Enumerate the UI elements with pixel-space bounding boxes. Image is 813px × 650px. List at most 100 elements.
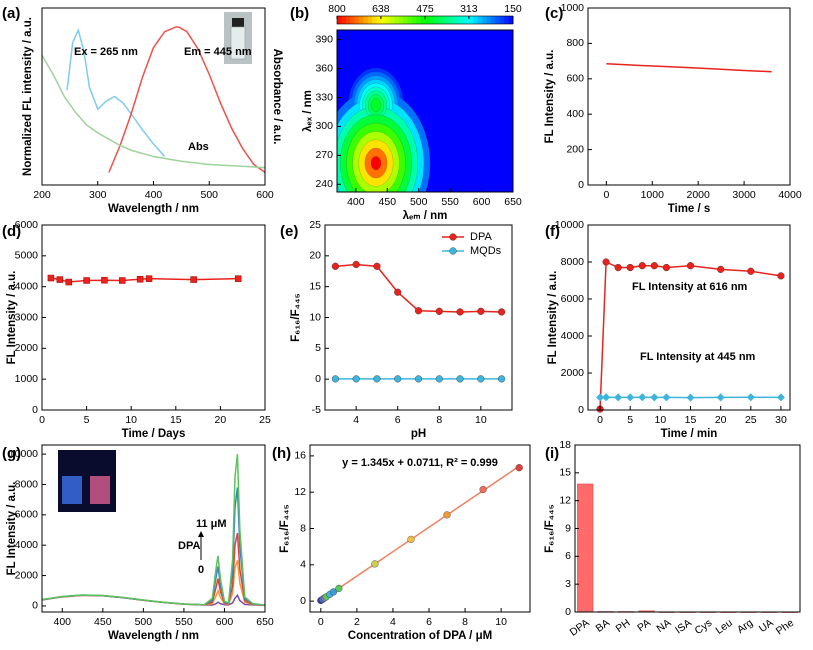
x-tick-label: 6 [395,414,401,426]
x-tick-label: 5 [84,414,90,426]
colorbar-tick-label: 638 [372,3,390,15]
x-tick-label: 8 [436,414,442,426]
colorbar-cell [442,16,448,24]
y-tick-label: 12 [559,494,571,506]
colorbar-tick-label: 150 [504,3,522,15]
colorbar-cell [372,16,378,24]
y-tick-label: 4 [300,559,306,571]
y-tick-label: 0 [565,606,571,618]
panel-label: (g) [2,445,21,462]
marker [373,375,381,383]
marker [331,375,339,383]
x-tick-label: 500 [410,196,428,208]
marker [47,274,55,282]
annotation: FL Intensity at 445 nm [640,351,756,363]
y-tick-label: 6 [565,550,571,562]
panel-label: (d) [2,223,21,240]
colorbar-cell [495,16,501,24]
colorbar-cell [420,16,426,24]
x-tick-label: 450 [94,616,112,628]
colorbar-cell [376,16,382,24]
x-tick-label: 650 [504,196,522,208]
colorbar-cell [486,16,492,24]
x-axis-label: Time / s [668,203,711,215]
marker [626,393,635,402]
x-tick-label: 5 [627,414,633,426]
x-tick-label: 10 [475,414,487,426]
marker [614,393,623,402]
y-tick-label: 5000 [15,250,39,262]
plot-frame [587,224,791,411]
y-axis-label: F₆₁₆/F₄₄₅ [279,504,291,553]
y-tick-label: 8 [300,522,306,534]
y-tick-label: 2000 [15,569,39,581]
x-tick-label: 30 [775,414,787,426]
colorbar-tick-label: 313 [460,3,478,15]
x-tick-label: 25 [259,414,271,426]
y-tick-label: 0 [578,179,584,191]
colorbar-cell [491,16,496,24]
colorbar-cell [411,16,417,24]
marker [394,375,402,383]
y-tick-label: 8000 [561,256,585,268]
marker [443,511,451,519]
y-tick-label: 10000 [555,219,584,231]
y-tick-label: 6000 [561,293,585,305]
x-tick-label: 400 [145,189,163,201]
panel-label: (c) [545,5,563,22]
marker [407,535,415,543]
annotation: 11 μM [196,518,227,530]
marker [335,584,343,593]
annotation: FL Intensity at 616 nm [632,281,748,293]
arrow-head [198,531,204,537]
marker [394,288,402,296]
marker [352,260,360,269]
x-tick-label: 4000 [778,189,802,201]
y2-axis-label: Absorbance / a.u. [271,49,283,145]
x-tick-label: 6 [426,616,432,628]
x-axis-label: Wavelength / nm [108,630,199,642]
vial-cap [232,18,244,27]
marker [602,393,611,402]
y-axis-label: F₆₁₆/F₄₄₅ [544,504,556,553]
y-axis-label: FL Intensity / a.u. [6,271,18,365]
annotation: Em = 445 nm [184,46,252,58]
marker [414,375,423,383]
colorbar-cell [469,16,474,24]
vial-pink [90,476,110,504]
marker [746,393,755,402]
y-tick-label: 2000 [561,367,585,379]
x-tick-label: 550 [441,196,459,208]
marker [716,393,725,402]
plot-frame [587,7,791,186]
panel-label: (a) [2,5,20,22]
y-tick-label: 18 [559,439,571,451]
marker [83,277,90,284]
x-tick-label: 650 [256,616,274,628]
colorbar-cell [425,16,430,24]
marker [101,276,108,284]
y-tick-label: 3000 [15,311,39,323]
marker [352,375,360,383]
bar [577,483,594,613]
heatmap [337,30,513,192]
y-axis-label: F₆₁₆/F₄₄₅ [290,293,302,342]
x-tick-label: 550 [175,616,193,628]
marker [145,275,153,282]
y-tick-label: -5 [312,404,321,416]
colorbar-cell [451,16,457,24]
colorbar-cell [416,16,422,24]
marker [650,262,658,270]
x-tick-label: 25 [745,414,757,426]
y-tick-label: 0 [32,404,38,416]
x-tick-label: 400 [54,616,72,628]
x-tick-label: 4 [353,414,359,426]
colorbar-cell [345,16,351,24]
marker [435,375,443,383]
x-tick-label: 600 [216,616,234,628]
x-tick-label: 10 [495,616,507,628]
y-tick-label: 0 [32,600,38,612]
inset-photo-a [224,12,252,64]
colorbar-cell [455,16,461,24]
y-tick-label: 800 [566,37,584,49]
